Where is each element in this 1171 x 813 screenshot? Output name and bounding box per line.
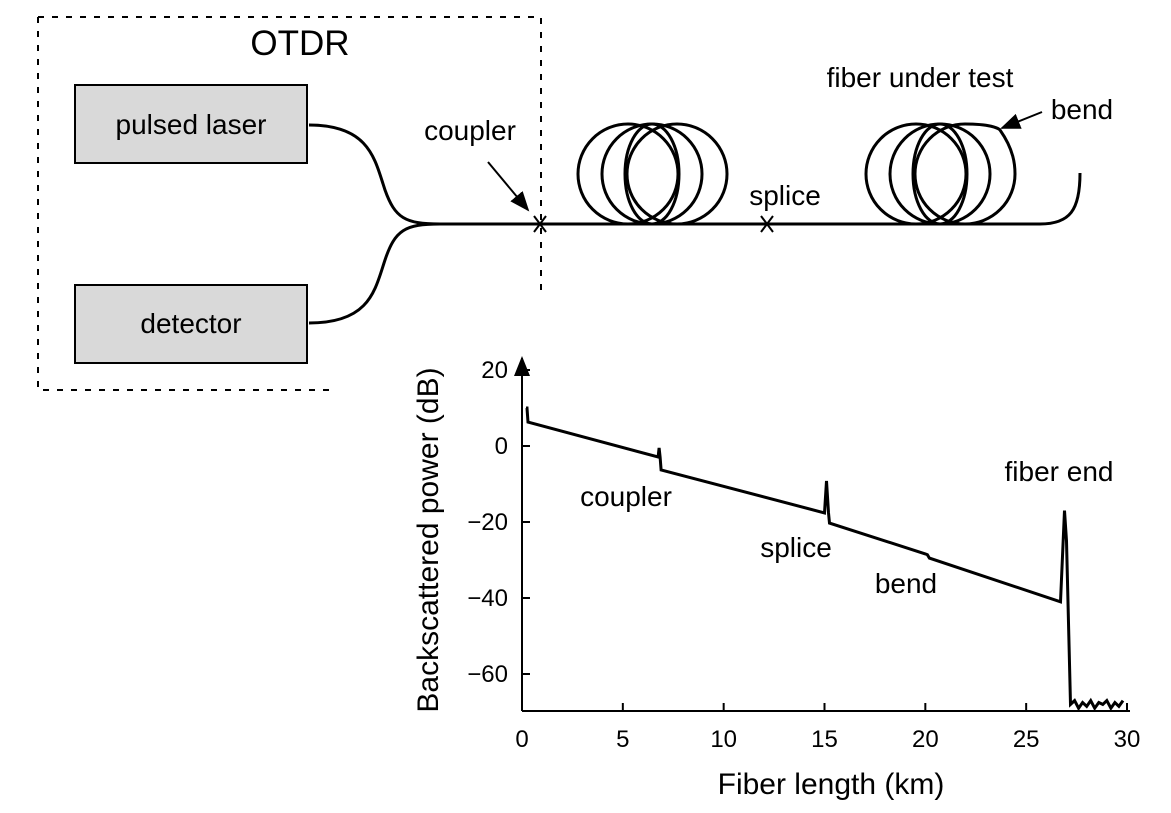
coupler-arrow (487, 161, 530, 212)
coupler-label: coupler (424, 115, 516, 146)
fiber-coil-1 (576, 122, 729, 226)
fiber-under-test-label: fiber under test (827, 62, 1014, 93)
fiber (308, 123, 1082, 325)
annotation-splice: splice (760, 532, 832, 563)
x-tick-label: 30 (1114, 726, 1141, 753)
y-tick-label: −60 (467, 661, 508, 688)
y-tick-label: −40 (467, 585, 508, 612)
x-axis-label: Fiber length (km) (718, 768, 945, 801)
splice-label: splice (749, 180, 821, 211)
x-tick-label: 5 (616, 726, 629, 753)
y-tick-label: 0 (495, 433, 508, 460)
x-tick-label: 0 (515, 726, 528, 753)
annotation-bend: bend (875, 568, 937, 599)
otdr-label: OTDR (250, 24, 349, 63)
y-axis-label: Backscattered power (dB) (412, 367, 445, 712)
detector-label: detector (140, 308, 241, 339)
otdr-trace-chart: 0 5 10 15 20 25 30 20 0 −20 −40 −60 coupler splice… (412, 356, 1141, 801)
fiber-coil-2 (864, 122, 1017, 226)
bend-arrow (1000, 111, 1043, 129)
y-tick-label: −20 (467, 509, 508, 536)
coupler-marker (533, 215, 547, 233)
bend-label: bend (1051, 94, 1113, 125)
splice-marker (760, 215, 774, 233)
x-tick-label: 15 (811, 726, 838, 753)
y-tick-label: 20 (481, 357, 508, 384)
x-tick-label: 25 (1013, 726, 1040, 753)
annotation-fiber-end: fiber end (1005, 456, 1114, 487)
annotation-coupler: coupler (580, 481, 672, 512)
pulsed-laser-box (74, 84, 308, 164)
pulsed-laser-label: pulsed laser (116, 109, 267, 140)
x-tick-label: 20 (912, 726, 939, 753)
trace-line (525, 406, 1125, 712)
detector-box (74, 284, 308, 364)
x-tick-label: 10 (710, 726, 737, 753)
